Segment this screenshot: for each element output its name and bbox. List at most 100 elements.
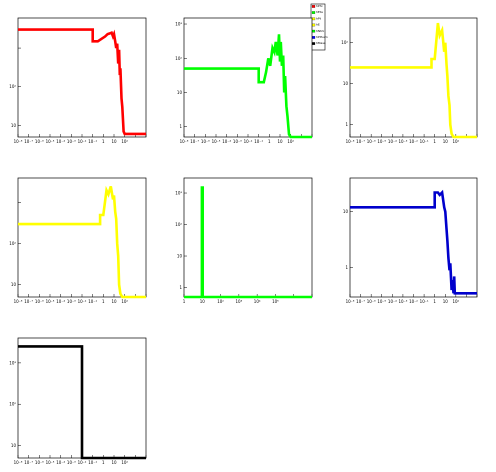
plot-frame: [349, 177, 478, 298]
legend: hPhi hEta hPt hE hNtrk hPtSum hMass: [310, 3, 328, 51]
x-tick-label: 10⁻¹: [420, 299, 429, 304]
x-tick-label: 10⁻⁷: [356, 299, 365, 304]
x-tick-label: 10: [111, 299, 117, 304]
y-tick-label: 10²: [9, 241, 16, 246]
series-line: [350, 189, 477, 295]
x-tick-label: 10⁻⁴: [56, 299, 65, 304]
plot-frame: [17, 177, 147, 298]
x-tick-label: 10⁻²: [409, 139, 418, 144]
x-tick-label: 10⁻³: [233, 139, 242, 144]
x-tick-label: 1: [433, 299, 436, 304]
x-tick-label: 10⁻⁷: [24, 139, 33, 144]
x-tick-label: 10⁻³: [67, 299, 76, 304]
legend-swatch: [311, 5, 316, 8]
x-tick-label: 10⁻⁸: [14, 460, 23, 465]
x-tick-label: 10⁻²: [78, 299, 87, 304]
x-tick-label: 10⁻¹: [88, 139, 97, 144]
x-tick-label: 1: [183, 299, 186, 304]
x-tick-label: 10⁻⁶: [35, 139, 44, 144]
x-tick-label: 10²: [452, 299, 459, 304]
x-tick-label: 10²: [121, 460, 128, 465]
chart-panel-6: 10⁻⁸ 10⁻⁷ 10⁻⁶ 10⁻⁵ 10⁻⁴ 10⁻³ 10⁻² 10⁻¹ 1 10 10²11…: [343, 177, 478, 304]
y-tick-label: 10: [11, 282, 17, 287]
plot-frame: [17, 17, 147, 138]
series-line: [184, 186, 312, 299]
y-tick-label: 10²: [9, 402, 16, 407]
y-tick-label: 10³: [175, 191, 182, 196]
x-tick-label: 10⁻⁵: [46, 460, 55, 465]
x-tick-label: 10: [111, 460, 117, 465]
chart-panel-7: 10⁻⁸ 10⁻⁷ 10⁻⁶ 10⁻⁵ 10⁻⁴ 10⁻³ 10⁻² 10⁻¹ 1 10 10² 10…: [9, 337, 147, 465]
x-tick-label: 10: [277, 139, 283, 144]
legend-label: hNtrk: [316, 29, 325, 33]
x-tick-label: 10⁻⁷: [190, 139, 199, 144]
x-tick-label: 1: [102, 139, 105, 144]
legend-label: hE: [316, 23, 320, 27]
x-tick-label: 10⁻⁴: [56, 460, 65, 465]
x-tick-label: 10⁻³: [399, 299, 408, 304]
x-tick-label: 10⁻⁶: [35, 460, 44, 465]
chart-panel-2: 10⁻⁸ 10⁻⁷ 10⁻⁶ 10⁻⁵ 10⁻⁴ 10⁻³ 10⁻² 10⁻¹ 1 10 10² 1 1…: [175, 17, 313, 144]
legend-swatch: [311, 29, 316, 33]
legend-swatch: [311, 42, 316, 45]
x-tick-label: 10⁻³: [67, 139, 76, 144]
y-tick-label: 1: [345, 265, 348, 270]
legend-swatch: [311, 36, 316, 39]
legend-label: hMass: [316, 41, 326, 45]
y-tick-label: 10²: [175, 222, 182, 227]
legend-label: hPtSum: [316, 35, 328, 39]
x-tick-label: 10⁻⁸: [346, 139, 355, 144]
legend-swatch: [311, 11, 316, 14]
x-tick-label: 10⁻²: [78, 460, 87, 465]
x-tick-label: 10⁻⁸: [180, 139, 189, 144]
y-tick-label: 10²: [341, 40, 348, 45]
x-tick-label: 10⁻²: [244, 139, 253, 144]
chart-panel-3: 10⁻⁸ 10⁻⁷ 10⁻⁶ 10⁻⁵ 10⁻⁴ 10⁻³ 10⁻² 10⁻¹ 1 10 10²11…: [341, 17, 478, 144]
x-tick-label: 10⁻⁵: [46, 139, 55, 144]
x-tick-label: 10⁻⁵: [212, 139, 221, 144]
y-tick-label: 1: [179, 124, 182, 129]
x-tick-label: 10⁻⁸: [14, 299, 23, 304]
x-tick-label: 10⁻¹: [254, 139, 263, 144]
y-tick-label: 10: [11, 443, 17, 448]
x-tick-label: 10²: [121, 299, 128, 304]
legend-label: hPhi: [316, 4, 323, 8]
series-line: [18, 185, 146, 299]
y-tick-label: 10: [11, 123, 17, 128]
x-tick-label: 1: [102, 299, 105, 304]
x-tick-label: 10⁻⁷: [24, 299, 33, 304]
x-tick-label: 1: [268, 139, 271, 144]
x-tick-label: 10⁻⁸: [14, 139, 23, 144]
x-tick-label: 10: [443, 299, 449, 304]
x-tick-label: 1: [433, 139, 436, 144]
x-tick-label: 10⁻⁵: [377, 139, 386, 144]
x-tick-label: 10⁻⁷: [24, 460, 33, 465]
series-line: [18, 345, 146, 460]
x-tick-label: 10⁻⁶: [367, 139, 376, 144]
x-tick-label: 1: [102, 460, 105, 465]
x-tick-label: 10⁻⁵: [377, 299, 386, 304]
x-tick-label: 10²: [121, 139, 128, 144]
x-tick-label: 10⁻²: [409, 299, 418, 304]
series-line: [184, 34, 312, 139]
chart-panel-4: 10⁻⁸ 10⁻⁷ 10⁻⁶ 10⁻⁵ 10⁻⁴ 10⁻³ 10⁻² 10⁻¹ 1 10 10² 10…: [9, 177, 147, 304]
y-tick-label: 10²: [175, 56, 182, 61]
x-tick-label: 10⁻⁴: [56, 139, 65, 144]
chart-panel-5: 1 10 10² 10³ 10⁴ 10⁵ 1 10 10² 10³: [175, 177, 313, 304]
y-tick-label: 1: [345, 122, 348, 127]
plot-frame: [349, 17, 478, 138]
y-tick-label: 10²: [9, 84, 16, 89]
legend-swatch: [311, 23, 316, 27]
x-tick-label: 10⁻⁶: [35, 299, 44, 304]
y-tick-label: 1: [179, 285, 182, 290]
x-tick-label: 10⁻¹: [420, 139, 429, 144]
y-tick-label: 10³: [175, 22, 182, 27]
chart-panel-1: 10⁻⁸ 10⁻⁷ 10⁻⁶ 10⁻⁵ 10⁻⁴ 10⁻³ 10⁻² 10⁻¹ 1 10 10² 10…: [9, 17, 147, 144]
x-tick-label: 10⁻⁴: [388, 139, 397, 144]
legend-label: hPt: [316, 16, 322, 20]
plot-frame: [183, 17, 313, 138]
x-tick-label: 10: [443, 139, 449, 144]
x-tick-label: 10⁻⁴: [222, 139, 231, 144]
legend-label: hEta: [316, 10, 323, 14]
